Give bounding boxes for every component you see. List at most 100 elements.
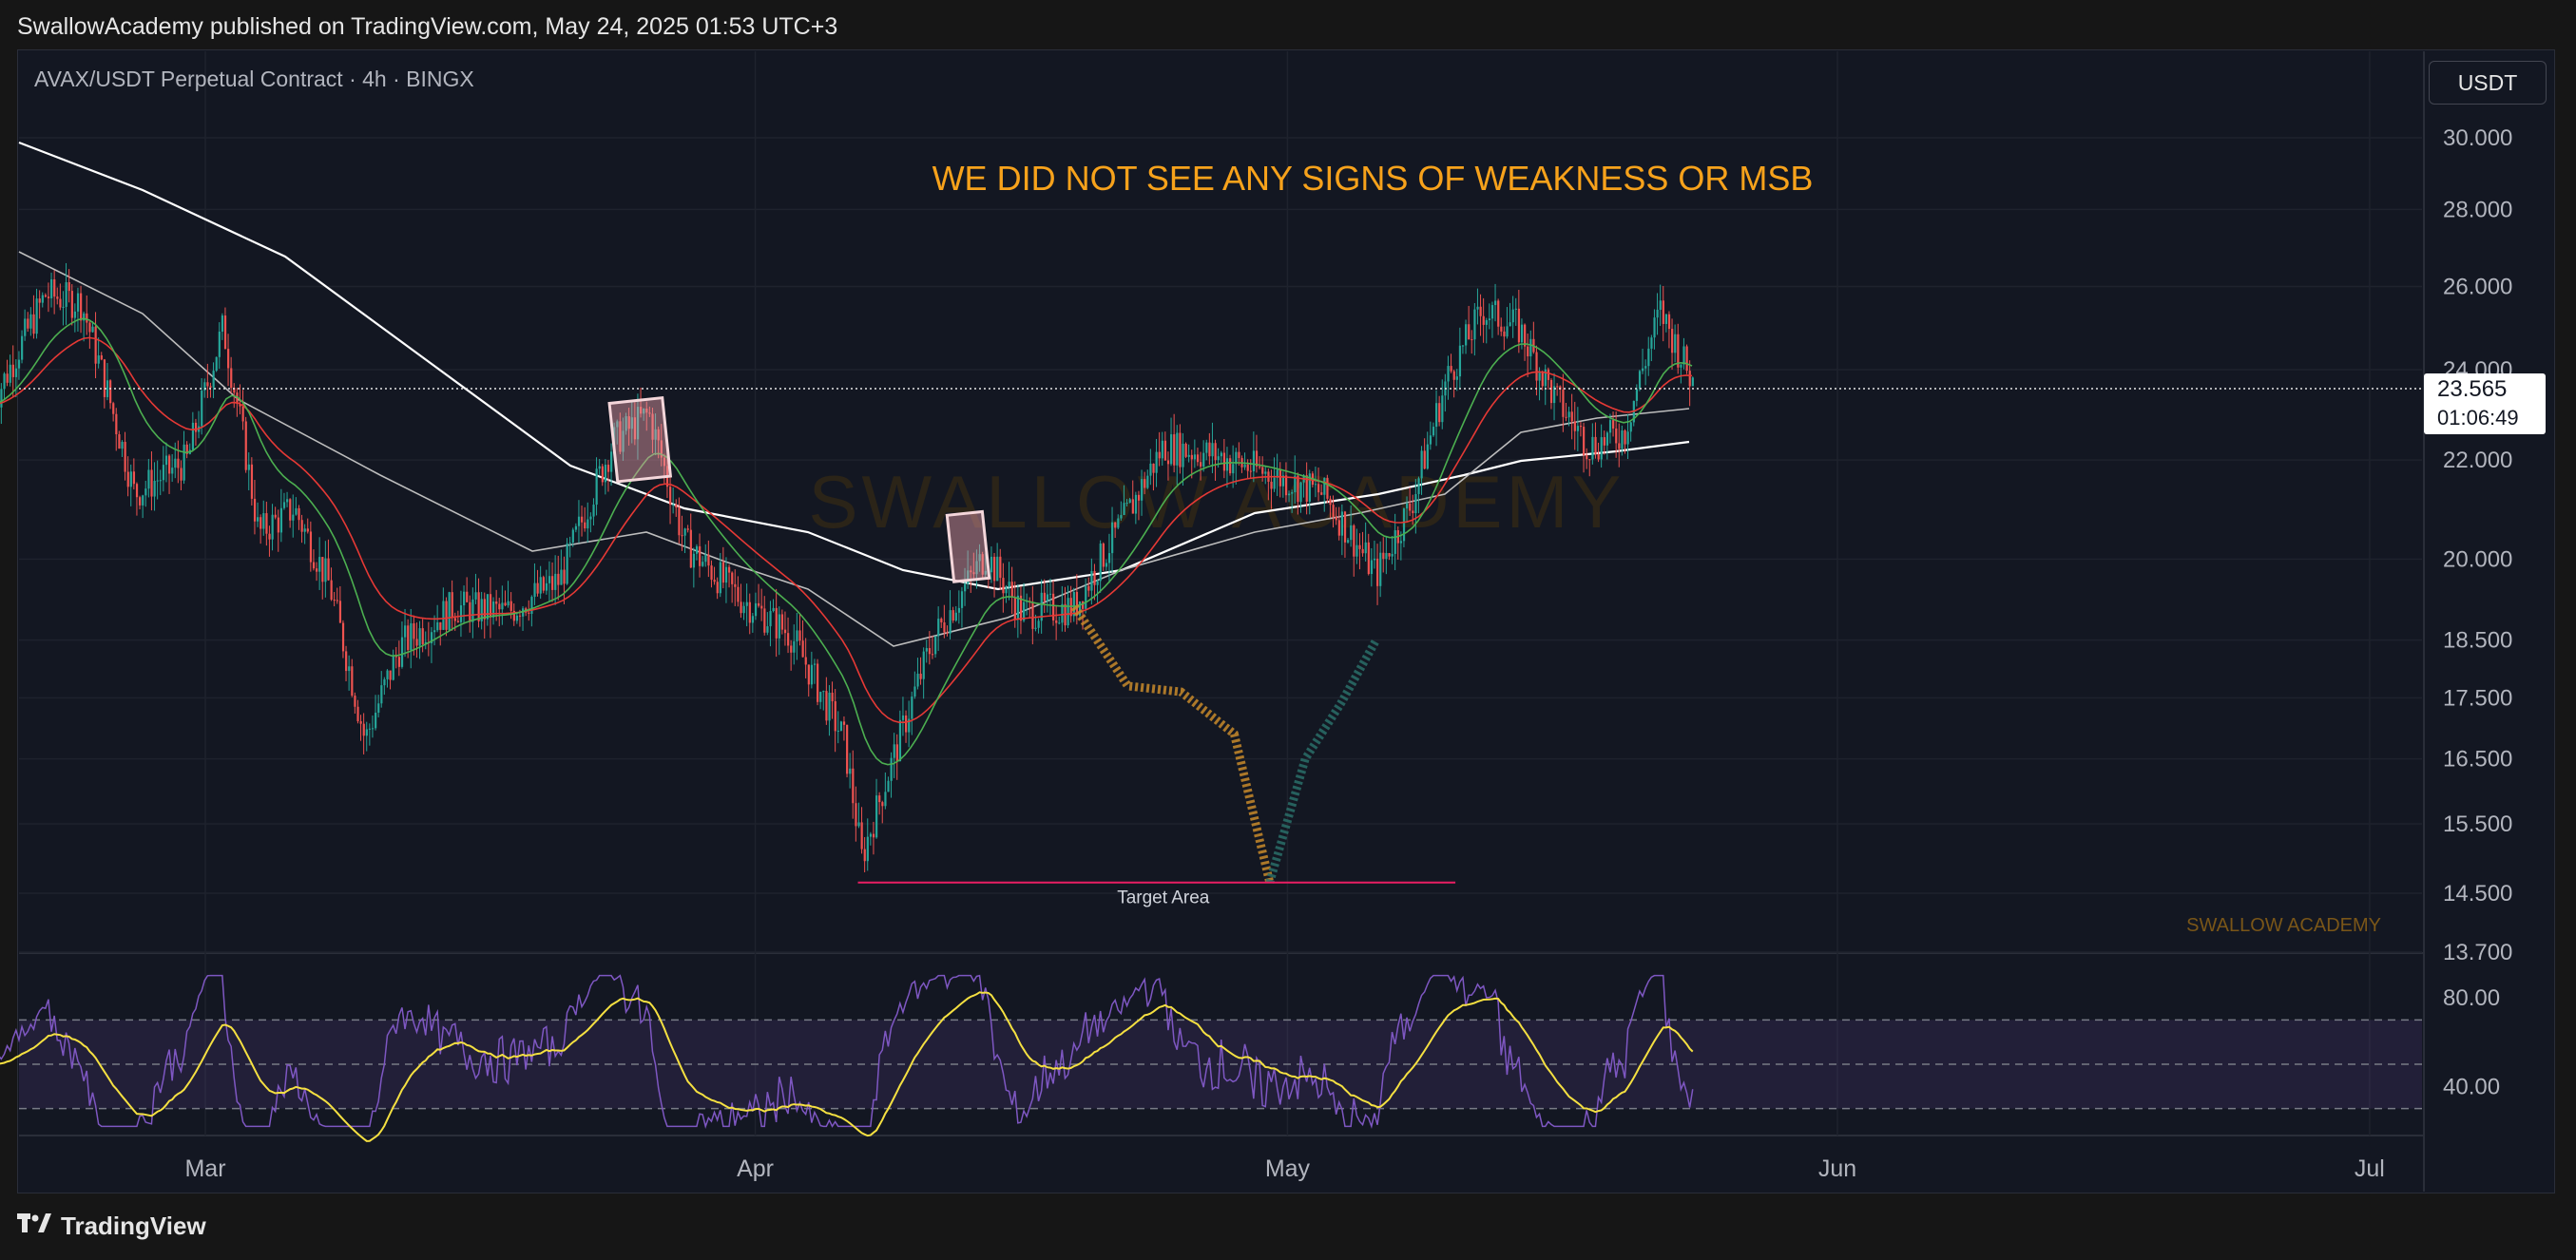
candle-body xyxy=(1605,432,1609,446)
candle-body xyxy=(153,481,156,497)
candle xyxy=(916,658,919,690)
candle-body xyxy=(492,601,495,618)
candle-body xyxy=(1013,597,1016,620)
candle xyxy=(551,562,554,602)
candle-body xyxy=(707,554,710,566)
candle-body xyxy=(223,315,227,350)
candle-body xyxy=(83,313,86,321)
candle-body xyxy=(1618,443,1621,449)
candle xyxy=(957,590,961,624)
candle-body xyxy=(268,533,271,540)
candle-body xyxy=(1343,511,1347,543)
candle xyxy=(866,818,869,871)
candle-body xyxy=(1232,464,1235,474)
candle xyxy=(67,269,70,303)
candle-body xyxy=(47,296,50,298)
candle-body xyxy=(507,601,509,606)
candle xyxy=(731,571,734,603)
candle xyxy=(1612,411,1615,437)
candle xyxy=(819,691,822,710)
candle xyxy=(934,636,937,659)
candle xyxy=(790,640,793,671)
candle xyxy=(383,677,386,696)
candle xyxy=(1259,456,1261,470)
candle-body xyxy=(321,557,324,582)
candle-body xyxy=(710,565,713,581)
candle xyxy=(610,443,613,487)
candle-body xyxy=(1450,366,1452,372)
candle xyxy=(801,620,804,658)
candle-body xyxy=(1644,366,1647,369)
candle-body xyxy=(775,607,778,639)
candle xyxy=(798,614,801,646)
candle-body xyxy=(1479,306,1482,316)
candle-body xyxy=(1238,451,1240,459)
candle-body xyxy=(857,822,860,827)
candle xyxy=(1170,417,1173,467)
candle xyxy=(1373,540,1376,569)
candle-body xyxy=(1208,442,1211,457)
candle xyxy=(954,605,957,622)
candle-body xyxy=(1541,372,1544,387)
candle xyxy=(1482,297,1485,343)
candle xyxy=(1093,563,1096,601)
candle-body xyxy=(318,557,321,572)
candle-body xyxy=(29,314,32,329)
candle-body xyxy=(793,640,796,653)
candle-body xyxy=(551,576,554,590)
candle xyxy=(1409,487,1412,517)
candle xyxy=(1099,540,1102,593)
candle-body xyxy=(636,407,640,440)
candle-body xyxy=(1105,563,1108,567)
candle-body xyxy=(1597,453,1600,460)
candle xyxy=(566,538,568,585)
candle-body xyxy=(952,610,954,621)
candle xyxy=(1653,309,1656,350)
candle-body xyxy=(203,382,206,391)
candle xyxy=(1674,324,1677,363)
candle-body xyxy=(201,391,203,427)
candle-body xyxy=(97,354,100,364)
candle-body xyxy=(1085,585,1087,609)
price-tick-label: 30.000 xyxy=(2443,125,2512,151)
candle-body xyxy=(1364,542,1367,554)
candle xyxy=(324,541,327,598)
candle xyxy=(766,612,769,636)
candle-body xyxy=(1120,515,1123,519)
candle-body xyxy=(1137,494,1141,501)
candle-body xyxy=(56,296,59,299)
candle-body xyxy=(1291,492,1294,494)
candle-body xyxy=(1420,450,1423,479)
currency-unit-button[interactable]: USDT xyxy=(2429,61,2547,105)
candle-body xyxy=(451,592,453,619)
candle xyxy=(1176,425,1179,486)
candle-body xyxy=(633,417,637,440)
candle-body xyxy=(17,359,21,369)
candle xyxy=(1471,330,1473,354)
candle xyxy=(522,605,525,631)
candle-body xyxy=(515,615,519,621)
candle-body xyxy=(194,422,198,432)
candle-body xyxy=(356,706,359,722)
candle-body xyxy=(1586,454,1588,460)
candle xyxy=(24,309,27,341)
candle xyxy=(397,640,401,677)
tradingview-logo[interactable]: TradingView xyxy=(17,1212,206,1241)
candle-body xyxy=(1008,582,1010,588)
candle xyxy=(1629,421,1632,442)
candle xyxy=(1570,393,1573,440)
candle-body xyxy=(1144,479,1146,488)
candle xyxy=(1461,345,1465,354)
candle-body xyxy=(672,504,675,506)
candle-body xyxy=(292,514,295,521)
candle-body xyxy=(1382,552,1385,560)
candle-body xyxy=(563,569,566,584)
candle-body xyxy=(1061,603,1064,623)
candle-body xyxy=(212,371,215,388)
candle-body xyxy=(1314,484,1317,486)
candle xyxy=(681,515,683,551)
candle-body xyxy=(758,602,760,606)
candle xyxy=(648,406,651,417)
candle xyxy=(887,776,890,792)
